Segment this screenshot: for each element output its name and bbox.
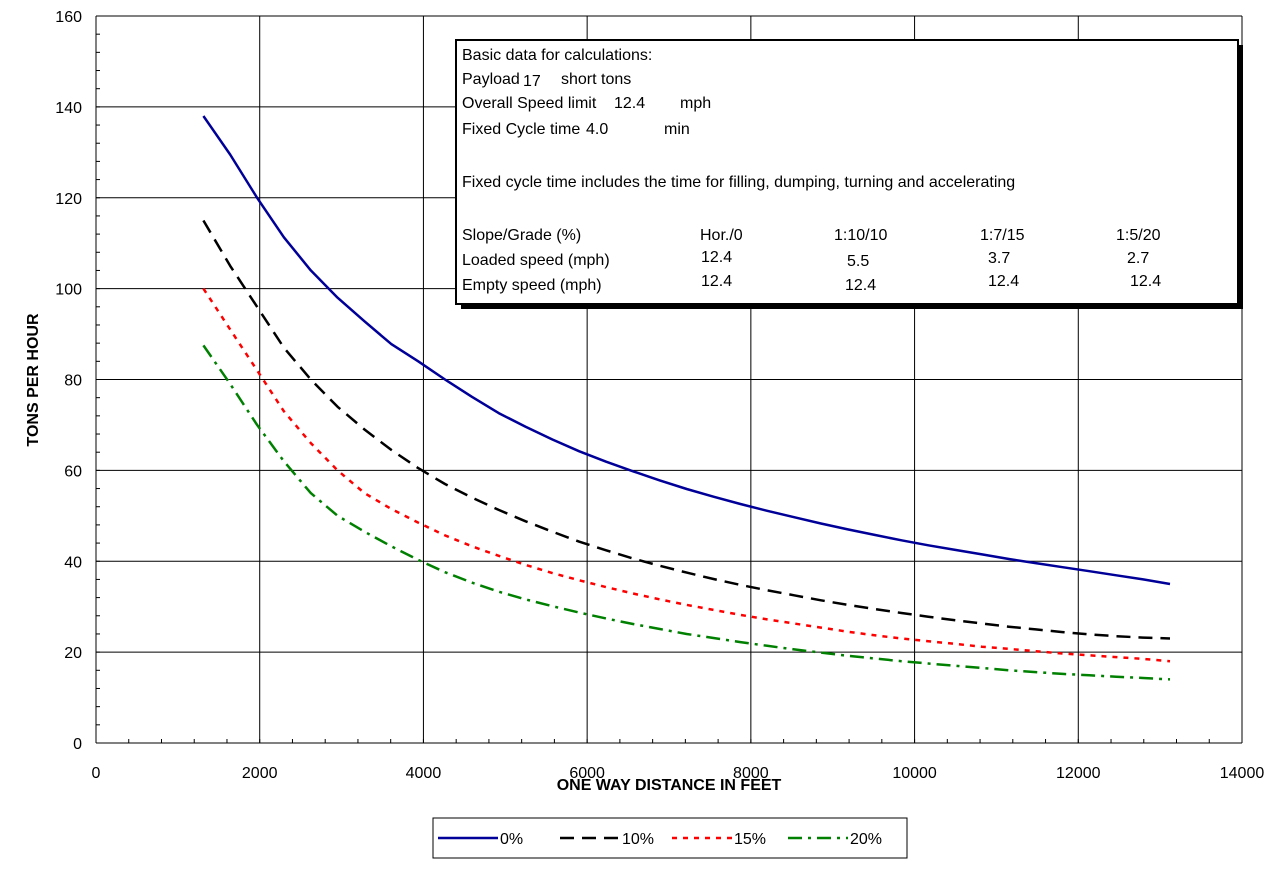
x-tick-label: 6000: [569, 765, 605, 782]
speed-limit-value: 12.4: [614, 95, 645, 112]
info-heading: Basic data for calculations:: [462, 47, 652, 64]
y-tick-labels: 0 20 40 60 80 100 120 140 160: [55, 9, 82, 753]
empty-speed-label: Empty speed (mph): [462, 277, 602, 294]
cycle-time-unit: min: [664, 121, 690, 138]
series-line-20pct: [202, 344, 1171, 681]
empty-speed-hor: 12.4: [701, 273, 732, 290]
x-tick-label: 8000: [733, 765, 769, 782]
x-tick-labels: 0 2000 4000 6000 8000 10000 12000 14000: [92, 765, 1265, 782]
y-tick-label: 100: [55, 282, 82, 299]
legend-label-0pct: 0%: [500, 831, 523, 848]
y-tick-label: 80: [64, 373, 82, 390]
series-line-0pct: [202, 115, 1171, 586]
y-tick-label: 40: [64, 554, 82, 571]
info-box: Basic data for calculations: Payload 17 …: [455, 39, 1243, 309]
legend-items: 0% 10% 15% 20%: [438, 831, 882, 848]
empty-speed-20: 12.4: [1130, 273, 1161, 290]
payload-unit: short tons: [561, 71, 631, 88]
legend-label-10pct: 10%: [622, 831, 654, 848]
loaded-speed-20: 2.7: [1127, 250, 1149, 267]
axes: [95, 15, 1243, 744]
legend: 0% 10% 15% 20%: [432, 817, 908, 859]
slope-header-label: Slope/Grade (%): [462, 227, 581, 244]
payload-label: Payload: [462, 71, 520, 88]
x-tick-label: 4000: [406, 765, 442, 782]
x-tick-label: 12000: [1056, 765, 1101, 782]
x-tick-label: 14000: [1220, 765, 1265, 782]
y-tick-label: 60: [64, 463, 82, 480]
info-box-frame: [455, 39, 1239, 305]
y-tick-label: 120: [55, 191, 82, 208]
loaded-speed-15: 3.7: [988, 250, 1010, 267]
empty-speed-10: 12.4: [845, 277, 876, 294]
slope-header-hor: Hor./0: [700, 227, 743, 244]
y-tick-label: 160: [55, 9, 82, 26]
series-group: [202, 115, 1171, 681]
series-line-10pct: [202, 219, 1171, 640]
slope-header-20: 1:5/20: [1116, 227, 1161, 244]
y-tick-label: 20: [64, 645, 82, 662]
x-tick-label: 10000: [892, 765, 937, 782]
cycle-note: Fixed cycle time includes the time for f…: [462, 174, 1015, 191]
speed-limit-unit: mph: [680, 95, 711, 112]
legend-label-15pct: 15%: [734, 831, 766, 848]
y-tick-label: 140: [55, 100, 82, 117]
payload-value: 17: [523, 73, 541, 90]
slope-header-10: 1:10/10: [834, 227, 887, 244]
y-axis-title: TONS PER HOUR: [25, 313, 42, 447]
empty-speed-15: 12.4: [988, 273, 1019, 290]
loaded-speed-10: 5.5: [847, 253, 869, 270]
slope-header-15: 1:7/15: [980, 227, 1025, 244]
cycle-time-label: Fixed Cycle time: [462, 121, 580, 138]
loaded-speed-hor: 12.4: [701, 249, 732, 266]
speed-limit-label: Overall Speed limit: [462, 95, 597, 112]
cycle-time-value: 4.0: [586, 121, 608, 138]
x-axis-title: ONE WAY DISTANCE IN FEET: [557, 777, 782, 794]
loaded-speed-label: Loaded speed (mph): [462, 252, 610, 269]
x-tick-label: 0: [92, 765, 101, 782]
y-tick-label: 0: [73, 736, 82, 753]
x-tick-label: 2000: [242, 765, 278, 782]
legend-label-20pct: 20%: [850, 831, 882, 848]
